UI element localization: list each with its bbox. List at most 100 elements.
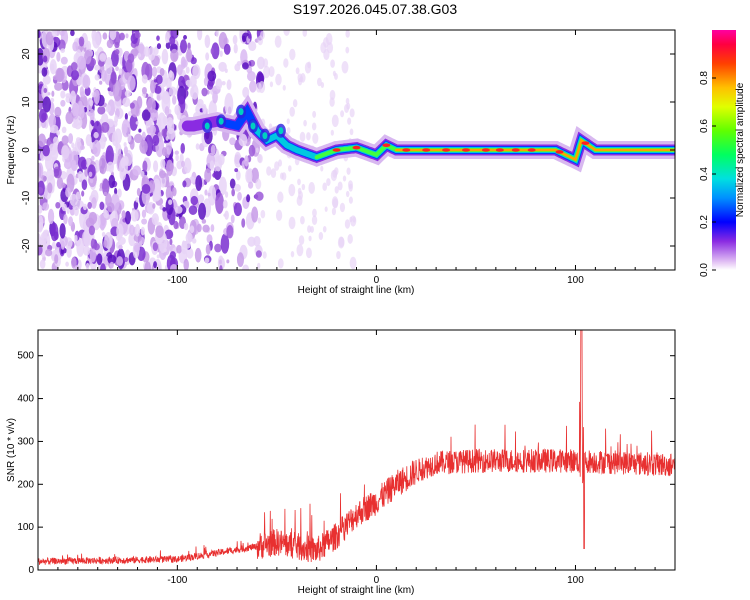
noise-speckle <box>201 87 208 97</box>
noise-speckle <box>141 131 146 141</box>
noise-speckle <box>165 159 174 177</box>
noise-speckle <box>115 143 119 149</box>
noise-speckle <box>102 178 110 197</box>
noise-speckle <box>345 190 350 198</box>
noise-speckle <box>312 208 317 218</box>
noise-speckle <box>312 110 317 118</box>
noise-speckle <box>257 154 263 164</box>
noise-speckle <box>288 165 292 172</box>
ridge-peak <box>442 148 451 152</box>
noise-speckle <box>38 30 41 39</box>
noise-speckle <box>190 57 197 65</box>
noise-speckle <box>51 90 55 97</box>
colorbar-tick-label: 0.2 <box>699 215 710 229</box>
noise-speckle <box>346 167 351 175</box>
ridge-peak <box>495 148 504 152</box>
noise-speckle <box>210 144 216 156</box>
ridge-peak <box>382 143 391 147</box>
noise-speckle <box>320 81 325 89</box>
noise-speckle <box>220 233 230 254</box>
noise-speckle <box>151 66 157 78</box>
noise-speckle <box>217 153 225 166</box>
noise-speckle <box>89 177 94 184</box>
noise-speckle <box>72 41 79 52</box>
noise-speckle <box>75 191 81 202</box>
noise-speckle <box>89 247 97 263</box>
noise-speckle <box>164 78 168 85</box>
noise-speckle <box>89 99 94 107</box>
noise-speckle <box>93 120 102 142</box>
noise-speckle <box>229 137 236 146</box>
noise-speckle <box>176 244 182 254</box>
noise-speckle <box>125 33 129 39</box>
noise-speckle <box>161 128 168 138</box>
noise-speckle <box>51 241 56 249</box>
noise-speckle <box>330 170 338 182</box>
noise-speckle <box>99 201 105 211</box>
noise-speckle <box>141 184 151 194</box>
noise-speckle <box>129 224 135 236</box>
noise-speckle <box>43 55 48 63</box>
noise-speckle <box>122 97 131 107</box>
noise-speckle <box>100 136 104 143</box>
noise-speckle <box>224 68 228 73</box>
noise-speckle <box>322 182 328 191</box>
noise-speckle <box>141 176 146 184</box>
noise-speckle <box>178 75 186 89</box>
noise-speckle <box>218 31 228 50</box>
y-tick-label: 200 <box>17 479 34 490</box>
noise-speckle <box>132 165 142 176</box>
noise-speckle <box>162 91 171 105</box>
noise-speckle <box>297 178 301 186</box>
noise-speckle <box>190 195 199 206</box>
noise-speckle <box>153 160 159 173</box>
y-tick-label: 400 <box>17 394 34 405</box>
noise-speckle <box>161 49 169 65</box>
noise-speckle <box>301 183 306 191</box>
noise-speckle <box>115 66 119 72</box>
noise-speckle <box>286 127 291 134</box>
noise-speckle <box>47 182 53 194</box>
noise-speckle <box>105 56 113 76</box>
noise-speckle <box>108 174 116 189</box>
noise-speckle <box>141 218 148 225</box>
noise-speckle <box>209 160 215 171</box>
noise-speckle <box>152 242 159 252</box>
noise-speckle <box>186 48 193 63</box>
noise-speckle <box>180 39 188 54</box>
noise-speckle <box>149 79 156 94</box>
noise-speckle <box>116 256 124 267</box>
noise-speckle <box>344 219 351 229</box>
noise-speckle <box>331 207 337 216</box>
noise-speckle <box>54 82 63 91</box>
noise-speckle <box>38 244 43 256</box>
noise-speckle <box>50 222 59 242</box>
ridge-peak <box>581 141 590 145</box>
noise-speckle <box>246 194 251 203</box>
bottom-y-axis-label: SNR (10 * v/v) <box>6 418 17 482</box>
noise-speckle <box>46 168 55 181</box>
noise-speckle <box>307 225 312 233</box>
noise-speckle <box>257 262 261 269</box>
noise-speckle <box>65 95 72 103</box>
noise-speckle <box>153 261 157 269</box>
ridge-blob-core <box>204 122 210 130</box>
x-tick-label: -100 <box>167 575 187 586</box>
noise-speckle <box>168 199 173 205</box>
noise-speckle <box>266 166 272 176</box>
noise-speckle <box>183 35 187 40</box>
noise-speckle <box>85 134 92 147</box>
noise-speckle <box>127 133 132 143</box>
noise-speckle <box>251 206 259 223</box>
noise-speckle <box>330 59 335 68</box>
noise-speckle <box>349 128 354 136</box>
noise-speckle <box>185 66 190 74</box>
noise-speckle <box>123 146 128 155</box>
noise-speckle <box>77 55 86 70</box>
noise-speckle <box>345 46 350 54</box>
noise-speckle <box>254 191 264 201</box>
noise-speckle <box>89 108 95 122</box>
noise-speckle <box>123 256 129 263</box>
noise-speckle <box>133 233 142 243</box>
